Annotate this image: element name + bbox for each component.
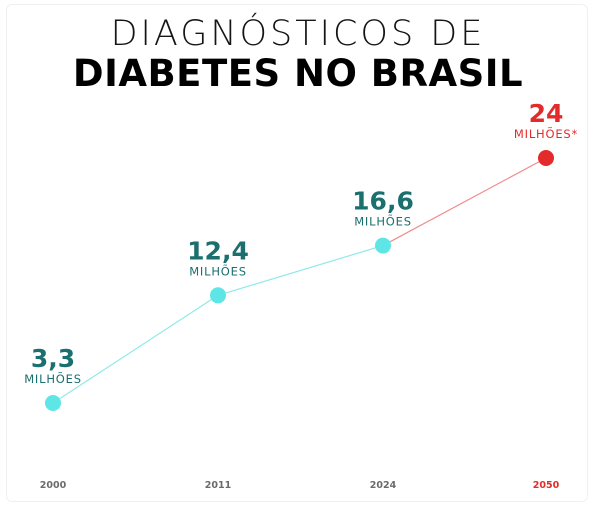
chart-frame — [6, 4, 588, 502]
data-point — [45, 395, 61, 411]
data-value-label: 3,3 — [31, 344, 75, 373]
x-tick-label: 2000 — [40, 480, 67, 491]
chart-title-line1: DIAGNÓSTICOS DE — [110, 14, 486, 54]
series-line-segment — [52, 294, 219, 404]
projection-line-segment — [382, 157, 547, 247]
projected-data-point — [538, 150, 554, 166]
x-tick-label: 2011 — [205, 480, 231, 491]
data-point — [375, 237, 391, 254]
data-unit-label: MILHÕES — [24, 371, 82, 386]
series-line-segment — [217, 245, 384, 296]
data-unit-label: MILHÕES* — [514, 126, 578, 141]
x-tick-label: 2050 — [533, 480, 560, 491]
data-value-label: 24 — [529, 99, 564, 128]
data-unit-label: MILHÕES — [189, 263, 247, 278]
data-unit-label: MILHÕES — [354, 214, 412, 229]
data-value-label: 12,4 — [187, 236, 249, 265]
chart-title-line2: DIABETES NO BRASIL — [72, 52, 524, 95]
x-tick-label: 2024 — [370, 480, 397, 491]
data-point — [210, 287, 226, 304]
data-value-label: 16,6 — [352, 187, 414, 216]
